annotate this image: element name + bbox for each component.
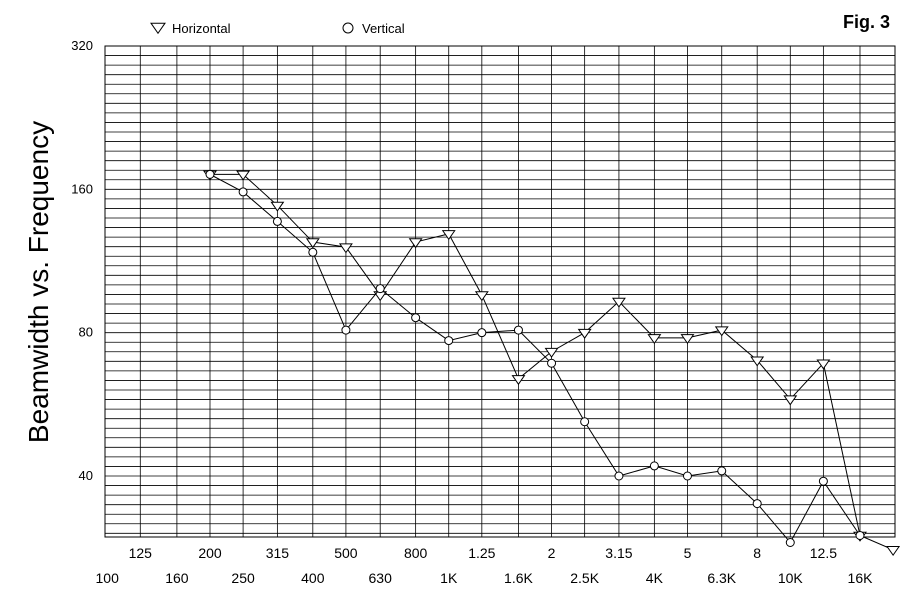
- point-vertical: [238, 187, 248, 197]
- x-tick-label-lower: 160: [165, 570, 189, 586]
- x-tick-label-upper: 12.5: [810, 545, 837, 561]
- point-vertical: [308, 247, 318, 257]
- x-tick-label-upper: 200: [198, 545, 222, 561]
- point-horizontal: [714, 326, 729, 337]
- point-vertical: [752, 499, 762, 509]
- point-horizontal: [577, 328, 592, 339]
- x-tick-label-lower: 250: [231, 570, 255, 586]
- legend-marker-triangle: [150, 22, 166, 35]
- y-tick-label: 160: [71, 181, 93, 196]
- x-tick-label-upper: 8: [753, 545, 761, 561]
- point-vertical: [614, 471, 624, 481]
- point-horizontal: [544, 347, 559, 358]
- x-tick-label-lower: 1K: [440, 570, 458, 586]
- x-tick-label-lower: 630: [369, 570, 393, 586]
- y-tick-label: 80: [79, 325, 93, 340]
- legend-label-vertical: Vertical: [362, 21, 405, 36]
- point-vertical: [717, 466, 727, 476]
- x-tick-label-lower: 6.3K: [707, 570, 736, 586]
- point-horizontal: [338, 243, 353, 254]
- x-tick-label-lower: 2.5K: [570, 570, 599, 586]
- x-tick-label-upper: 5: [684, 545, 692, 561]
- point-vertical: [375, 284, 385, 294]
- point-vertical: [477, 328, 487, 338]
- x-axis-ticks: 125 200 315 500 800 1.25 2 3.15 5 8 12.5 100 160 250 4…: [96, 545, 874, 586]
- x-tick-label-lower: 1.6K: [504, 570, 533, 586]
- legend-label-horizontal: Horizontal: [172, 21, 231, 36]
- x-tick-label-upper: 800: [404, 545, 428, 561]
- y-tick-label: 40: [79, 468, 93, 483]
- figure-label: Fig. 3: [843, 12, 890, 32]
- point-vertical: [785, 537, 795, 547]
- point-vertical: [272, 216, 282, 226]
- point-vertical: [341, 325, 351, 335]
- series-line-vertical: [209, 173, 861, 544]
- point-horizontal: [647, 334, 662, 345]
- plot-border: [104, 45, 896, 538]
- x-tick-label-lower: 4K: [646, 570, 664, 586]
- x-tick-label-upper: 2: [548, 545, 556, 561]
- point-horizontal: [474, 291, 489, 302]
- point-vertical: [649, 461, 659, 471]
- legend-marker-circle: [342, 22, 354, 34]
- point-vertical: [818, 476, 828, 486]
- point-vertical: [580, 417, 590, 427]
- point-vertical: [855, 530, 865, 540]
- point-horizontal: [886, 546, 901, 557]
- x-tick-label-lower: 400: [301, 570, 325, 586]
- point-horizontal: [783, 395, 798, 406]
- series-group: [203, 169, 901, 557]
- point-vertical: [444, 336, 454, 346]
- point-horizontal: [816, 359, 831, 370]
- x-tick-label-upper: 500: [334, 545, 358, 561]
- x-tick-label-lower: 10K: [778, 570, 804, 586]
- point-vertical: [682, 471, 692, 481]
- point-horizontal: [441, 230, 456, 241]
- x-tick-label-upper: 1.25: [468, 545, 495, 561]
- point-horizontal: [236, 170, 251, 181]
- point-vertical: [513, 325, 523, 335]
- chart-title: Beamwidth vs. Frequency: [23, 121, 54, 443]
- x-tick-label-lower: 100: [96, 570, 120, 586]
- grid: [104, 45, 896, 538]
- point-horizontal: [750, 356, 765, 367]
- point-horizontal: [680, 334, 695, 345]
- point-vertical: [411, 313, 421, 323]
- x-tick-label-upper: 315: [266, 545, 290, 561]
- point-vertical: [547, 358, 557, 368]
- x-tick-label-upper: 125: [129, 545, 153, 561]
- legend: Horizontal Vertical: [150, 21, 405, 36]
- x-tick-label-lower: 16K: [848, 570, 874, 586]
- point-horizontal: [511, 375, 526, 386]
- point-vertical: [205, 169, 215, 179]
- point-horizontal: [611, 297, 626, 308]
- y-tick-label: 320: [71, 38, 93, 53]
- point-horizontal: [408, 238, 423, 249]
- y-axis-ticks: 40 80 160 320: [71, 38, 93, 483]
- x-tick-label-upper: 3.15: [605, 545, 632, 561]
- point-horizontal: [305, 238, 320, 249]
- point-horizontal: [270, 201, 285, 212]
